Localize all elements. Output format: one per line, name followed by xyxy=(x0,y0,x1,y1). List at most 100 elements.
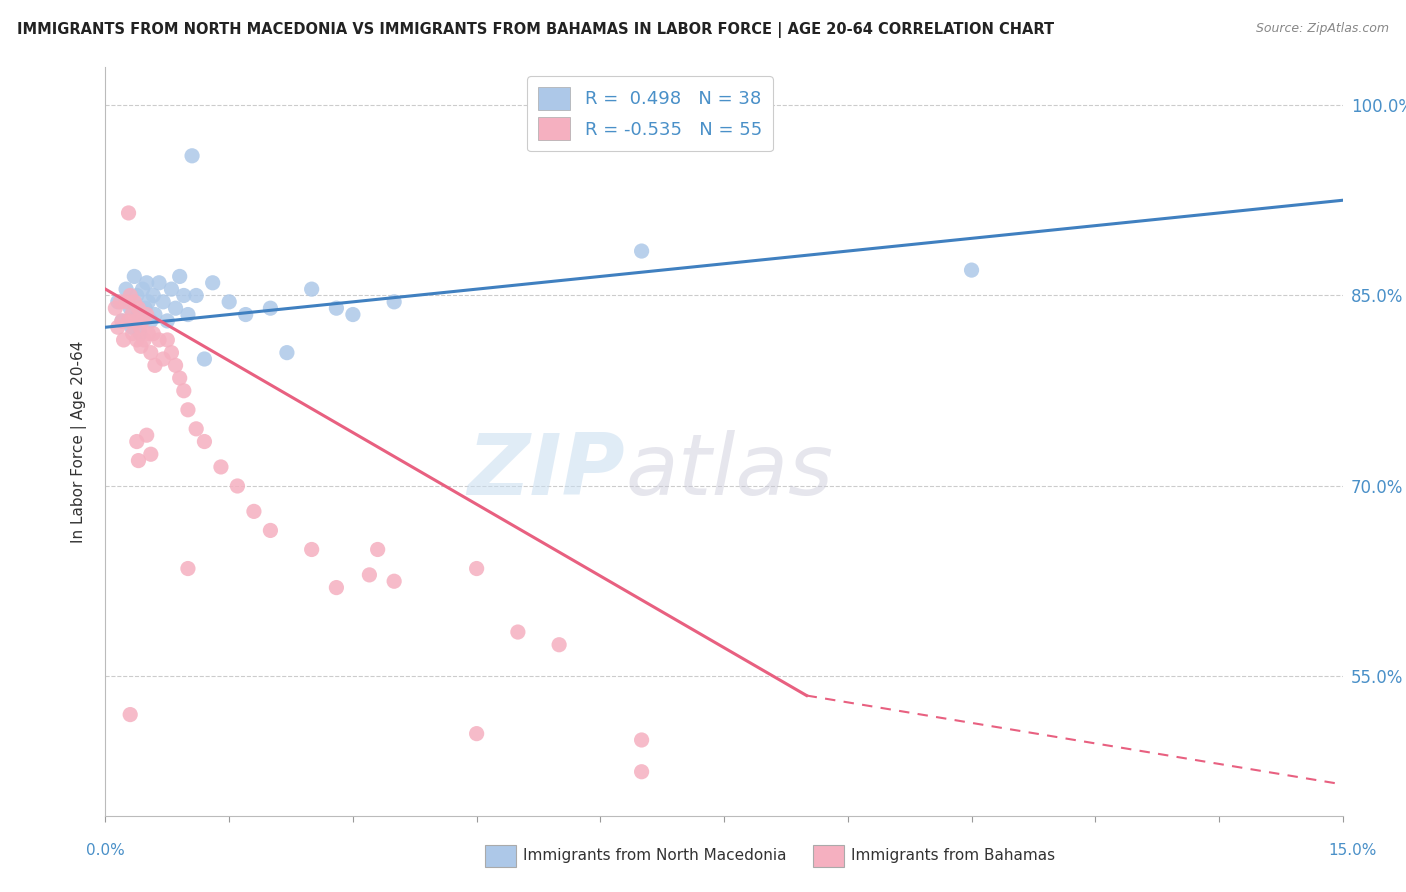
Point xyxy=(142,326,165,341)
Point xyxy=(630,733,652,747)
Point xyxy=(506,625,529,640)
Point xyxy=(181,149,204,163)
Point xyxy=(129,326,152,341)
Point xyxy=(129,320,152,334)
Point xyxy=(115,282,138,296)
Point xyxy=(177,402,200,417)
Point xyxy=(465,726,488,740)
Point xyxy=(148,333,170,347)
Point xyxy=(125,314,148,328)
Point xyxy=(143,308,166,322)
Text: Immigrants from North Macedonia: Immigrants from North Macedonia xyxy=(523,848,786,863)
Point xyxy=(359,567,381,582)
Point xyxy=(186,422,208,436)
Point xyxy=(138,326,160,341)
Point xyxy=(301,282,323,296)
Point xyxy=(107,320,129,334)
Text: IMMIGRANTS FROM NORTH MACEDONIA VS IMMIGRANTS FROM BAHAMAS IN LABOR FORCE | AGE : IMMIGRANTS FROM NORTH MACEDONIA VS IMMIG… xyxy=(17,22,1054,38)
Point xyxy=(226,479,249,493)
Point xyxy=(367,542,389,557)
Point xyxy=(235,308,257,322)
Point xyxy=(124,269,146,284)
Point xyxy=(173,384,195,398)
Point xyxy=(125,333,148,347)
Point xyxy=(135,276,157,290)
Point xyxy=(160,282,183,296)
Point xyxy=(193,351,215,366)
Point xyxy=(111,314,134,328)
Text: 15.0%: 15.0% xyxy=(1329,843,1376,858)
Point xyxy=(218,294,240,309)
Point xyxy=(177,308,200,322)
Point xyxy=(156,314,179,328)
Text: Source: ZipAtlas.com: Source: ZipAtlas.com xyxy=(1256,22,1389,36)
Point xyxy=(325,301,347,316)
Point xyxy=(135,308,157,322)
Point xyxy=(129,339,152,353)
Text: Immigrants from Bahamas: Immigrants from Bahamas xyxy=(851,848,1054,863)
Point xyxy=(127,301,149,316)
Point xyxy=(243,504,266,518)
Point xyxy=(142,288,165,302)
Point xyxy=(120,301,142,316)
Point xyxy=(160,345,183,359)
Point xyxy=(259,524,281,538)
Point xyxy=(259,301,281,316)
Point xyxy=(139,314,162,328)
Text: atlas: atlas xyxy=(626,430,834,513)
Point xyxy=(143,359,166,373)
Point xyxy=(121,326,143,341)
Point xyxy=(382,574,405,589)
Point xyxy=(156,333,179,347)
Point xyxy=(107,294,129,309)
Point xyxy=(125,434,148,449)
Point xyxy=(548,638,571,652)
Point xyxy=(134,301,156,316)
Legend: R =  0.498   N = 38, R = -0.535   N = 55: R = 0.498 N = 38, R = -0.535 N = 55 xyxy=(527,76,773,152)
Point xyxy=(960,263,983,277)
Point xyxy=(139,447,162,461)
Point xyxy=(325,581,347,595)
Point xyxy=(148,276,170,290)
Point xyxy=(117,206,139,220)
Point xyxy=(177,561,200,575)
Point xyxy=(276,345,298,359)
Point xyxy=(104,301,127,316)
Point xyxy=(124,294,146,309)
Point xyxy=(121,320,143,334)
Point xyxy=(301,542,323,557)
Point xyxy=(209,459,232,474)
Point xyxy=(127,308,149,322)
Point xyxy=(152,294,174,309)
Point xyxy=(134,333,156,347)
Y-axis label: In Labor Force | Age 20-64: In Labor Force | Age 20-64 xyxy=(70,341,87,542)
Point xyxy=(186,288,208,302)
Point xyxy=(169,371,191,385)
Point xyxy=(112,333,135,347)
Point xyxy=(111,314,134,328)
Text: 0.0%: 0.0% xyxy=(86,843,125,858)
Point xyxy=(152,351,174,366)
Point xyxy=(120,707,142,722)
Point xyxy=(117,314,139,328)
Point xyxy=(173,288,195,302)
Text: ZIP: ZIP xyxy=(467,430,626,513)
Point xyxy=(120,288,142,302)
Point xyxy=(382,294,405,309)
Point xyxy=(630,764,652,779)
Point xyxy=(201,276,224,290)
Point xyxy=(135,428,157,442)
Point xyxy=(131,282,153,296)
Point xyxy=(139,345,162,359)
Point xyxy=(121,308,143,322)
Point xyxy=(630,244,652,258)
Point xyxy=(110,294,132,309)
Point xyxy=(127,453,149,467)
Point xyxy=(115,294,138,309)
Point xyxy=(193,434,215,449)
Point xyxy=(131,314,153,328)
Point xyxy=(165,359,187,373)
Point xyxy=(125,288,148,302)
Point xyxy=(465,561,488,575)
Point xyxy=(165,301,187,316)
